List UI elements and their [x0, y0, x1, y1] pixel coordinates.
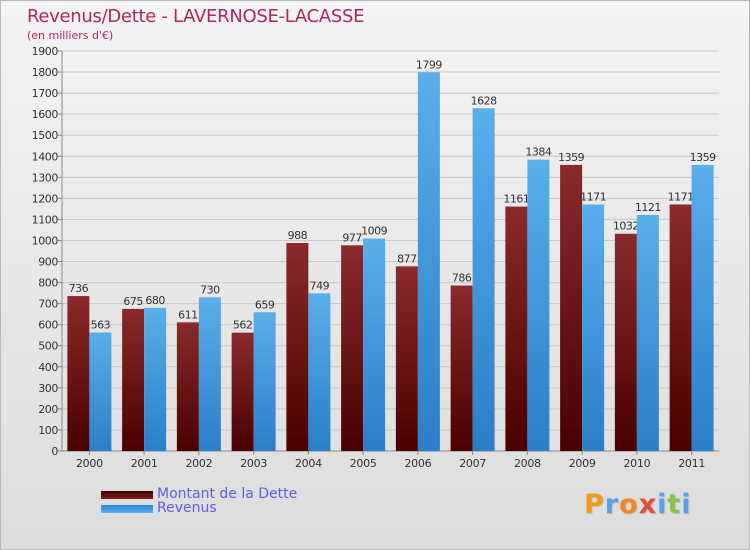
logo-letter: P — [584, 489, 605, 520]
revenue-value-label: 563 — [91, 318, 111, 331]
x-tick-label: 2000 — [76, 457, 103, 470]
y-tick-label: 900 — [38, 256, 58, 269]
y-tick-label: 1600 — [32, 108, 59, 121]
legend-label-debt: Montant de la Dette — [157, 486, 298, 502]
x-tick-label: 2004 — [295, 457, 322, 470]
revenue-value-label: 730 — [200, 283, 220, 296]
revenue-value-label: 1009 — [361, 225, 387, 238]
y-tick-label: 300 — [38, 382, 58, 395]
revenue-bar — [582, 204, 605, 451]
debt-bar — [122, 308, 145, 451]
revenue-value-label: 1384 — [525, 146, 551, 159]
debt-value-label: 1161 — [503, 193, 529, 206]
debt-bar — [669, 204, 692, 451]
revenue-bar — [636, 215, 659, 451]
revenue-value-label: 1359 — [690, 151, 716, 164]
debt-bar — [176, 322, 199, 451]
x-tick-label: 2009 — [569, 457, 596, 470]
y-tick-label: 1100 — [32, 213, 59, 226]
revenue-bar — [144, 307, 167, 451]
revenue-bar — [691, 164, 714, 452]
revenue-bar — [308, 293, 331, 451]
y-tick-label: 700 — [38, 298, 58, 311]
debt-value-label: 611 — [178, 308, 198, 321]
revenue-bar — [472, 108, 495, 452]
debt-bar — [560, 164, 583, 452]
logo-letter: t — [667, 489, 682, 520]
debt-bar — [67, 296, 90, 451]
x-tick-label: 2001 — [131, 457, 158, 470]
legend-swatch-debt — [101, 491, 153, 499]
proxiti-logo: Proxiti — [584, 489, 692, 520]
y-tick-label: 800 — [38, 277, 58, 290]
revenue-bar — [89, 332, 112, 451]
y-tick-label: 1500 — [32, 129, 59, 142]
x-tick-label: 2005 — [350, 457, 377, 470]
debt-value-label: 736 — [69, 282, 89, 295]
y-tick-label: 1400 — [32, 150, 59, 163]
revenue-value-label: 749 — [310, 279, 330, 292]
y-tick-label: 1200 — [32, 192, 59, 205]
revenue-value-label: 1628 — [471, 94, 497, 107]
revenue-value-label: 1121 — [635, 201, 661, 214]
debt-bar — [231, 332, 254, 451]
chart-title: Revenus/Dette - LAVERNOSE-LACASSE — [27, 6, 365, 27]
revenue-bar — [527, 159, 550, 451]
y-tick-label: 200 — [38, 403, 58, 416]
x-tick-label: 2011 — [678, 457, 705, 470]
debt-value-label: 1032 — [613, 220, 639, 233]
x-tick-label: 2007 — [459, 457, 486, 470]
logo-letter: i — [681, 489, 692, 520]
y-tick-label: 1800 — [32, 66, 59, 79]
logo-letter: o — [619, 489, 639, 520]
debt-value-label: 675 — [123, 295, 143, 308]
revenue-value-label: 1799 — [416, 58, 442, 71]
debt-bar — [450, 285, 473, 451]
debt-value-label: 1171 — [668, 190, 694, 203]
debt-bar — [395, 266, 418, 451]
debt-bar — [505, 206, 528, 451]
logo-letter: i — [657, 489, 668, 520]
logo-letter: x — [638, 489, 658, 520]
debt-value-label: 988 — [288, 229, 308, 242]
x-tick-label: 2008 — [514, 457, 541, 470]
legend-swatch-revenue — [101, 505, 153, 513]
legend-label-revenue: Revenus — [157, 500, 217, 516]
revenue-bar — [198, 297, 221, 451]
x-tick-label: 2010 — [623, 457, 650, 470]
y-tick-label: 1900 — [32, 45, 59, 58]
y-tick-label: 1700 — [32, 87, 59, 100]
debt-value-label: 977 — [342, 231, 362, 244]
revenue-bar — [363, 238, 386, 451]
debt-bar — [286, 243, 309, 451]
x-tick-label: 2002 — [185, 457, 212, 470]
debt-value-label: 786 — [452, 272, 472, 285]
chart-subtitle: (en milliers d'€) — [27, 29, 114, 42]
y-tick-label: 100 — [38, 424, 58, 437]
revenue-value-label: 1171 — [580, 190, 606, 203]
revenue-bar — [417, 72, 440, 452]
logo-letter: r — [604, 489, 620, 520]
y-tick-label: 500 — [38, 340, 58, 353]
y-tick-label: 0 — [51, 445, 58, 458]
debt-bar — [614, 233, 637, 451]
debt-value-label: 877 — [397, 252, 417, 265]
x-tick-label: 2006 — [404, 457, 431, 470]
revenue-value-label: 659 — [255, 298, 275, 311]
debt-bar — [341, 245, 364, 451]
y-tick-label: 1300 — [32, 171, 59, 184]
revenue-value-label: 680 — [145, 294, 165, 307]
y-tick-label: 400 — [38, 361, 58, 374]
revenue-bar — [253, 312, 276, 451]
x-tick-label: 2003 — [240, 457, 267, 470]
y-tick-label: 1000 — [32, 234, 59, 247]
debt-value-label: 562 — [233, 319, 253, 332]
y-tick-label: 600 — [38, 319, 58, 332]
debt-value-label: 1359 — [558, 151, 584, 164]
